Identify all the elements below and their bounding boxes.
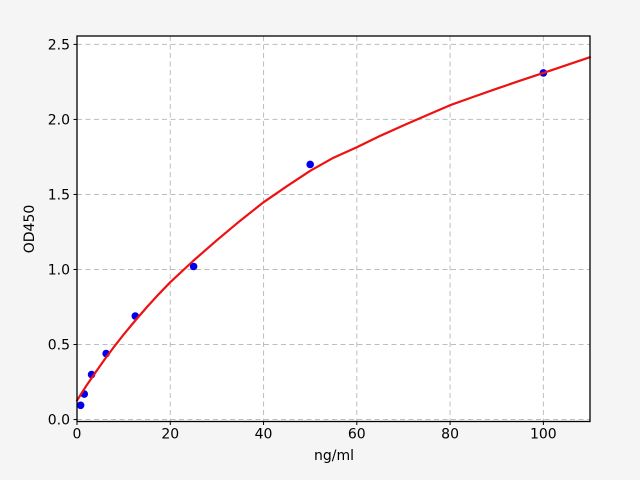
data-point xyxy=(306,160,314,169)
data-point xyxy=(76,401,85,410)
x-tick-label: 40 xyxy=(255,427,273,443)
y-axis-label: OD450 xyxy=(22,204,38,254)
x-tick-label: 20 xyxy=(161,427,179,443)
x-tick-label: 0 xyxy=(73,427,82,443)
plot-area xyxy=(77,36,590,422)
y-tick-label: 1.0 xyxy=(48,262,70,278)
x-tick-label: 100 xyxy=(530,427,557,443)
x-axis-label: ng/ml xyxy=(313,448,355,464)
y-tick-label: 0.0 xyxy=(48,413,70,429)
fit-curve-line xyxy=(75,56,592,402)
y-tick-label: 0.5 xyxy=(48,338,70,354)
y-tick-label: 2.0 xyxy=(48,112,70,128)
y-tick-label: 2.5 xyxy=(48,37,70,53)
x-tick-label: 60 xyxy=(348,427,366,443)
x-tick-label: 80 xyxy=(441,427,459,443)
axes-frame xyxy=(76,35,591,423)
data-point xyxy=(189,262,198,271)
y-tick-label: 1.5 xyxy=(48,187,70,203)
